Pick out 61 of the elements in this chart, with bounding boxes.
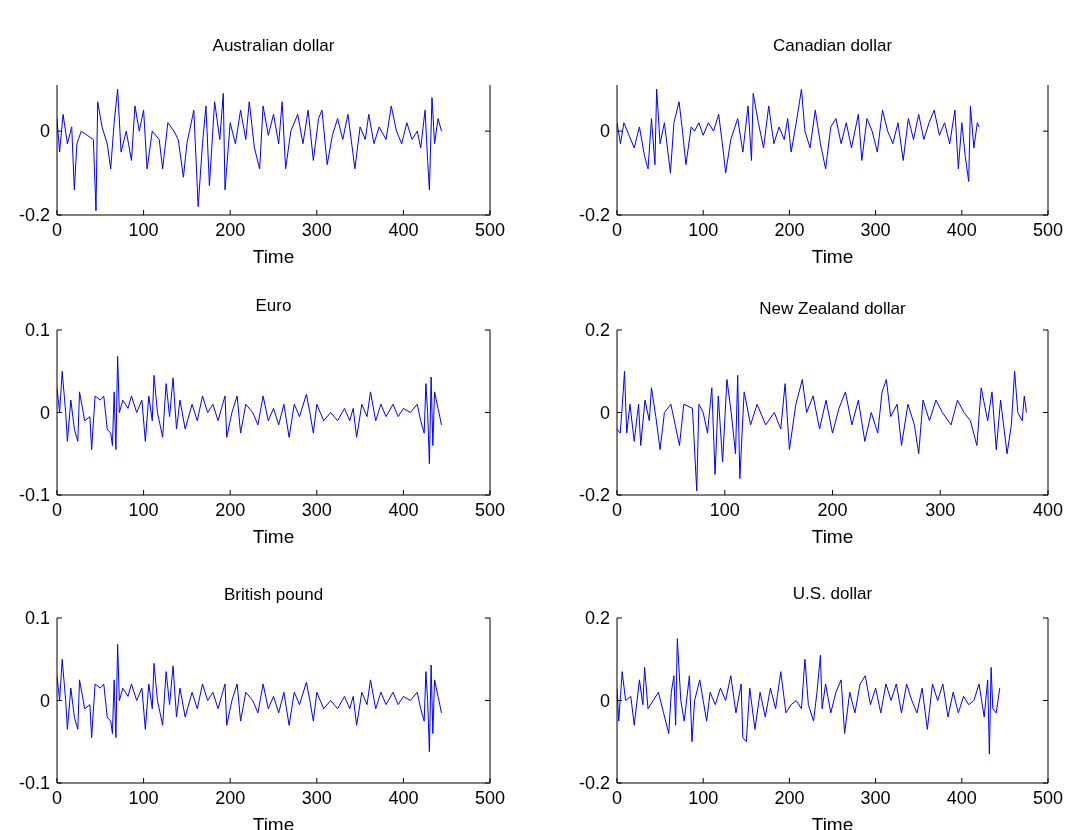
- x-tick-label: 400: [388, 500, 419, 520]
- y-tick-label: 0.2: [584, 608, 610, 628]
- y-tick-label: -0.2: [578, 485, 610, 505]
- x-tick-label: 200: [817, 500, 848, 520]
- x-tick-label: 400: [388, 220, 419, 240]
- x-tick-label: 100: [688, 220, 719, 240]
- x-tick-label: 400: [388, 788, 419, 808]
- chart-title: U.S. dollar: [792, 584, 873, 603]
- x-tick-label: 500: [474, 788, 506, 808]
- chart-title: New Zealand dollar: [759, 299, 907, 318]
- x-tick-label: 300: [860, 788, 891, 808]
- y-tick-label: 0: [599, 121, 610, 142]
- x-tick-label: 200: [215, 500, 246, 520]
- chart-title: British pound: [223, 585, 324, 604]
- x-tick-label: 400: [946, 788, 977, 808]
- x-axis-title: Time: [252, 246, 295, 267]
- x-tick-label: 400: [1032, 500, 1064, 520]
- y-tick-label: -0.1: [18, 485, 50, 505]
- y-tick-label: 0.1: [24, 608, 50, 628]
- x-tick-label: 500: [1032, 220, 1064, 240]
- x-tick-label: 200: [215, 220, 246, 240]
- x-axis-title: Time: [252, 526, 295, 547]
- x-tick-label: 500: [1032, 788, 1064, 808]
- x-tick-label: 300: [301, 788, 332, 808]
- y-tick-label: 0: [39, 402, 50, 423]
- x-tick-label: 300: [860, 220, 891, 240]
- x-tick-label: 300: [301, 500, 332, 520]
- line-series: [617, 370, 1027, 492]
- x-tick-label: 200: [774, 788, 805, 808]
- x-tick-label: 100: [688, 788, 719, 808]
- x-tick-label: 100: [709, 500, 740, 520]
- y-tick-label: 0.2: [584, 320, 610, 340]
- x-tick-label: 500: [474, 220, 506, 240]
- line-series: [57, 88, 442, 212]
- y-tick-label: -0.2: [18, 205, 50, 225]
- y-tick-label: 0: [39, 121, 50, 142]
- x-tick-label: 200: [774, 220, 805, 240]
- x-axis-title: Time: [811, 246, 854, 267]
- x-tick-label: 100: [128, 788, 159, 808]
- y-tick-label: -0.1: [18, 773, 50, 793]
- chart-title: Euro: [255, 296, 292, 315]
- x-tick-label: 300: [301, 220, 332, 240]
- x-tick-label: 500: [474, 500, 506, 520]
- y-tick-label: -0.2: [578, 205, 610, 225]
- line-series: [617, 88, 980, 182]
- x-tick-label: 400: [946, 220, 977, 240]
- x-tick-label: 100: [128, 500, 159, 520]
- line-series: [57, 355, 442, 465]
- chart-title: Canadian dollar: [772, 36, 893, 55]
- y-tick-label: -0.2: [578, 773, 610, 793]
- x-tick-label: 300: [925, 500, 956, 520]
- y-tick-label: 0: [39, 690, 50, 711]
- line-series: [57, 643, 442, 753]
- y-tick-label: 0.1: [24, 320, 50, 340]
- y-tick-label: 0: [599, 402, 610, 423]
- chart-title: Australian dollar: [212, 36, 335, 55]
- x-axis-title: Time: [811, 526, 854, 547]
- x-tick-label: 100: [128, 220, 159, 240]
- x-tick-label: 200: [215, 788, 246, 808]
- line-series: [617, 638, 1001, 755]
- y-tick-label: 0: [599, 690, 610, 711]
